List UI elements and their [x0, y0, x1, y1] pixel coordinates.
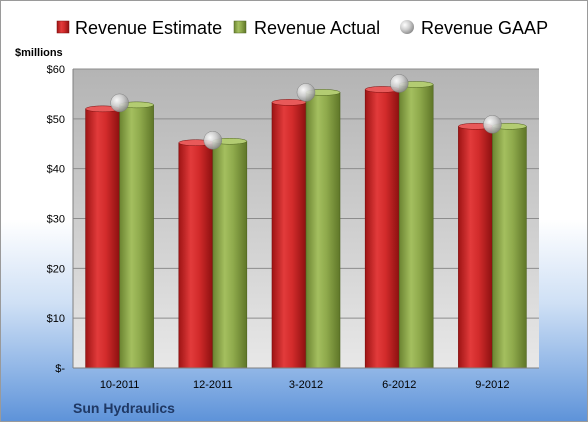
x-tick-labels: 10-2011 12-2011 3-2012 6-2012 9-2012: [100, 379, 510, 391]
y-tick-labels: $- $10 $20 $30 $40 $50 $60: [47, 64, 66, 375]
legend-swatch-estimate: [56, 20, 70, 34]
bar-revenue-actual: [398, 84, 434, 369]
x-tick-label: 10-2011: [100, 379, 140, 391]
marker-revenue-gaap: [203, 131, 223, 150]
bar-revenue-estimate: [178, 142, 214, 369]
legend-swatch-actual: [233, 20, 247, 34]
bar-revenue-actual: [212, 140, 248, 369]
y-tick-label: $40: [47, 164, 65, 176]
y-tick-label: $10: [47, 313, 65, 325]
legend-label-actual: Revenue Actual: [254, 18, 380, 38]
gaap-markers: [110, 74, 502, 150]
bar-cap-estimate: [271, 99, 307, 106]
marker-revenue-gaap: [483, 115, 502, 134]
legend-swatch-gaap: [400, 20, 414, 34]
x-tick-label: 3-2012: [289, 379, 323, 391]
legend: Revenue Estimate Revenue Actual Revenue …: [56, 18, 548, 38]
marker-revenue-gaap: [110, 93, 129, 113]
company-name: Sun Hydraulics: [73, 400, 175, 416]
x-tick-label: 6-2012: [382, 379, 416, 391]
marker-revenue-gaap: [389, 74, 409, 93]
y-tick-label: $-: [55, 363, 65, 375]
y-tick-label: $60: [47, 64, 65, 76]
bar-revenue-actual: [492, 126, 527, 369]
legend-item-estimate: Revenue Estimate: [56, 18, 222, 38]
bar-revenue-estimate: [364, 89, 400, 369]
legend-label-estimate: Revenue Estimate: [75, 18, 222, 38]
marker-revenue-gaap: [296, 83, 316, 102]
legend-label-gaap: Revenue GAAP: [421, 18, 548, 38]
unit-label: $millions: [15, 47, 63, 59]
bars: [85, 81, 527, 369]
legend-item-actual: Revenue Actual: [233, 18, 380, 38]
bar-revenue-estimate: [271, 102, 307, 369]
bar-revenue-estimate: [85, 108, 120, 369]
x-tick-label: 12-2011: [193, 379, 233, 391]
y-tick-label: $50: [47, 114, 65, 126]
bar-revenue-estimate: [458, 126, 493, 369]
y-tick-label: $30: [47, 214, 65, 226]
y-tick-label: $20: [47, 263, 65, 275]
bar-revenue-actual: [305, 92, 341, 369]
x-tick-label: 9-2012: [475, 379, 509, 391]
bar-revenue-actual: [119, 104, 154, 369]
legend-item-gaap: Revenue GAAP: [400, 18, 548, 38]
